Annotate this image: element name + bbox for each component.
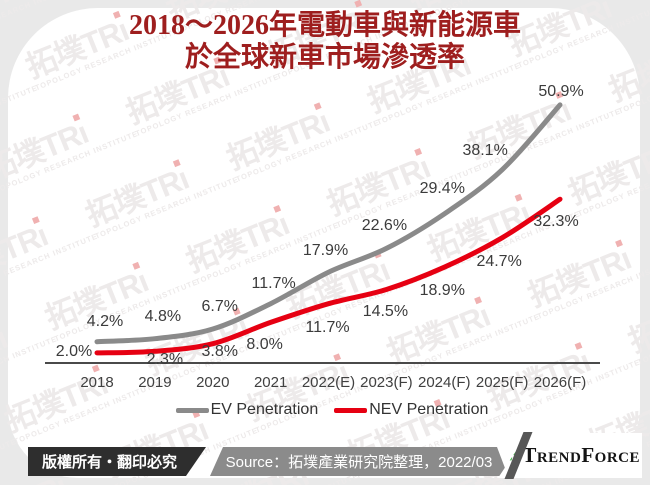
- ev-data-label: 50.9%: [538, 82, 584, 100]
- chart-title-line1: 2018～2026年電動車與新能源車: [128, 10, 521, 41]
- x-axis-label: 2020: [196, 374, 230, 391]
- nev-penetration-line: [94, 196, 563, 356]
- ev-data-label: 11.7%: [251, 274, 296, 292]
- nev-data-label: 18.9%: [419, 282, 465, 300]
- legend-nev-label: NEV Penetration: [369, 401, 489, 418]
- nev-data-label: 8.0%: [246, 336, 283, 354]
- nev-data-label: 32.3%: [533, 213, 579, 231]
- x-axis-label: 2024(F): [417, 374, 471, 391]
- source-bar: Source：拓墣產業研究院整理，2022/03: [210, 447, 508, 476]
- nev-data-label: 11.7%: [305, 318, 350, 336]
- content-card: [8, 8, 640, 478]
- ev-data-label: 4.8%: [144, 307, 182, 325]
- x-axis-label: 2026(F): [533, 374, 587, 391]
- x-axis-label: 2023(F): [360, 374, 413, 391]
- legend-ev-line-swatch: [175, 407, 209, 413]
- trendforce-logo-text: TrendForce: [522, 443, 640, 467]
- nev-data-label: 14.5%: [362, 303, 409, 321]
- x-axis-label: 2022(E): [301, 374, 356, 391]
- x-axis-label: 2019: [138, 374, 172, 391]
- nev-data-label: 2.0%: [55, 342, 93, 360]
- ev-data-label: 29.4%: [419, 179, 465, 197]
- ev-data-label: 22.6%: [361, 217, 408, 235]
- legend-nev-line-swatch: [334, 407, 368, 413]
- chart-legend: EV Penetration NEV Penetration: [0, 401, 650, 419]
- copyright-text: 版權所有‧翻印必究: [42, 454, 178, 471]
- chart-title: 2018～2026年電動車與新能源車 於全球新車市場滲透率: [0, 10, 650, 74]
- x-axis-label: 2025(F): [475, 374, 529, 391]
- x-axis-label: 2018: [80, 374, 114, 391]
- nev-data-label: 3.8%: [201, 342, 238, 360]
- x-axis-label: 2021: [253, 374, 288, 391]
- copyright-badge: 版權所有‧翻印必究: [28, 447, 206, 476]
- nev-data-label: 2.3%: [146, 351, 184, 369]
- chart-title-line2: 於全球新車市場滲透率: [184, 42, 465, 74]
- ev-data-label: 38.1%: [462, 141, 508, 159]
- ev-data-label: 17.9%: [302, 242, 349, 260]
- nev-data-label: 24.7%: [476, 252, 522, 270]
- source-text: Source：拓墣產業研究院整理，2022/03: [225, 454, 493, 471]
- ev-penetration-line: [94, 102, 563, 345]
- ev-data-label: 6.7%: [201, 298, 238, 316]
- ev-data-label: 4.2%: [86, 312, 124, 330]
- legend-ev-label: EV Penetration: [210, 401, 319, 418]
